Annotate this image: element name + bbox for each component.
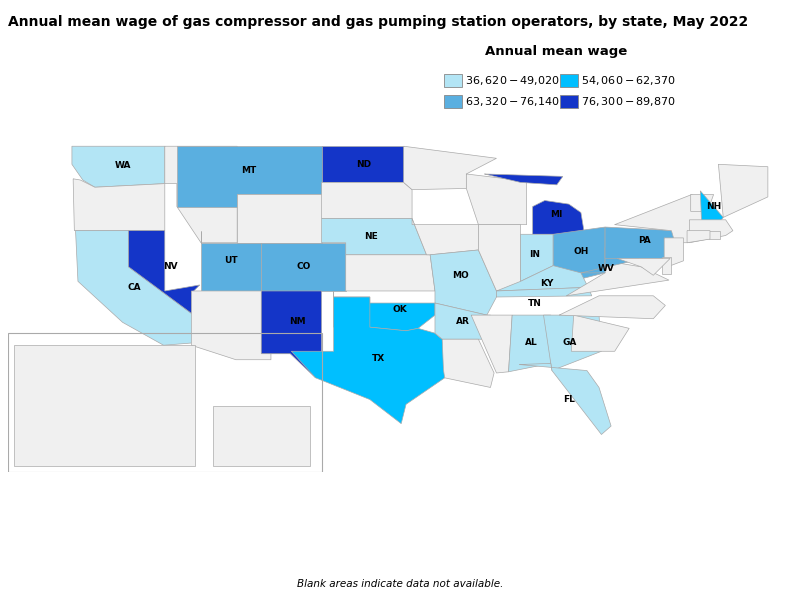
Text: OH: OH	[574, 247, 589, 256]
Text: IN: IN	[530, 250, 541, 259]
FancyBboxPatch shape	[213, 406, 310, 466]
PathPatch shape	[165, 146, 237, 243]
PathPatch shape	[73, 179, 165, 230]
PathPatch shape	[690, 194, 714, 211]
Text: AL: AL	[525, 338, 538, 347]
PathPatch shape	[519, 364, 611, 434]
PathPatch shape	[571, 315, 629, 351]
PathPatch shape	[129, 230, 200, 315]
Text: NM: NM	[289, 317, 306, 326]
PathPatch shape	[430, 250, 497, 315]
Text: WA: WA	[114, 161, 131, 170]
Text: UT: UT	[224, 256, 238, 265]
PathPatch shape	[509, 315, 550, 372]
PathPatch shape	[664, 238, 683, 268]
Text: AR: AR	[456, 317, 470, 326]
Text: MT: MT	[242, 166, 257, 175]
PathPatch shape	[662, 257, 671, 274]
PathPatch shape	[442, 339, 494, 388]
PathPatch shape	[533, 200, 585, 234]
PathPatch shape	[581, 248, 639, 273]
PathPatch shape	[75, 230, 194, 345]
Text: WV: WV	[598, 263, 614, 272]
PathPatch shape	[687, 230, 710, 243]
PathPatch shape	[262, 243, 346, 291]
PathPatch shape	[553, 227, 605, 279]
PathPatch shape	[700, 191, 723, 222]
PathPatch shape	[322, 182, 412, 218]
PathPatch shape	[322, 146, 404, 182]
Text: Annual mean wage of gas compressor and gas pumping station operators, by state, : Annual mean wage of gas compressor and g…	[8, 15, 748, 29]
Text: CA: CA	[128, 283, 142, 292]
PathPatch shape	[237, 194, 322, 243]
PathPatch shape	[346, 255, 435, 291]
PathPatch shape	[322, 218, 426, 255]
PathPatch shape	[497, 287, 592, 297]
Text: NV: NV	[163, 262, 178, 271]
PathPatch shape	[709, 230, 720, 239]
PathPatch shape	[262, 291, 322, 378]
PathPatch shape	[521, 234, 553, 281]
Text: TX: TX	[372, 354, 385, 363]
Text: OK: OK	[393, 305, 407, 314]
Text: $36,620 - $49,020: $36,620 - $49,020	[465, 74, 560, 87]
PathPatch shape	[201, 230, 262, 291]
Text: NH: NH	[706, 202, 722, 211]
Text: CO: CO	[296, 262, 310, 271]
PathPatch shape	[412, 218, 478, 255]
PathPatch shape	[718, 164, 768, 217]
PathPatch shape	[478, 224, 521, 291]
PathPatch shape	[191, 291, 322, 360]
Text: $76,300 - $89,870: $76,300 - $89,870	[581, 95, 676, 108]
PathPatch shape	[690, 220, 733, 243]
PathPatch shape	[466, 174, 526, 224]
PathPatch shape	[605, 227, 675, 259]
PathPatch shape	[614, 194, 707, 243]
Text: TN: TN	[528, 299, 542, 308]
Text: MI: MI	[550, 211, 563, 220]
Text: GA: GA	[563, 338, 578, 347]
PathPatch shape	[291, 297, 448, 424]
Text: FL: FL	[563, 395, 574, 404]
PathPatch shape	[72, 146, 165, 187]
Text: KY: KY	[541, 279, 554, 288]
PathPatch shape	[497, 266, 588, 291]
PathPatch shape	[485, 174, 563, 185]
PathPatch shape	[471, 315, 512, 373]
PathPatch shape	[177, 146, 322, 206]
Text: PA: PA	[638, 236, 651, 245]
PathPatch shape	[617, 259, 670, 275]
Text: $63,320 - $76,140: $63,320 - $76,140	[465, 95, 560, 108]
PathPatch shape	[559, 296, 666, 319]
Text: Blank areas indicate data not available.: Blank areas indicate data not available.	[297, 579, 503, 589]
Text: ND: ND	[356, 160, 371, 169]
Text: Annual mean wage: Annual mean wage	[485, 45, 627, 58]
PathPatch shape	[543, 315, 602, 371]
FancyBboxPatch shape	[14, 345, 195, 466]
PathPatch shape	[566, 261, 669, 296]
PathPatch shape	[404, 146, 497, 190]
PathPatch shape	[334, 291, 435, 331]
PathPatch shape	[435, 303, 490, 339]
Text: NE: NE	[364, 232, 378, 241]
Text: MO: MO	[452, 271, 469, 280]
Text: $54,060 - $62,370: $54,060 - $62,370	[581, 74, 676, 87]
